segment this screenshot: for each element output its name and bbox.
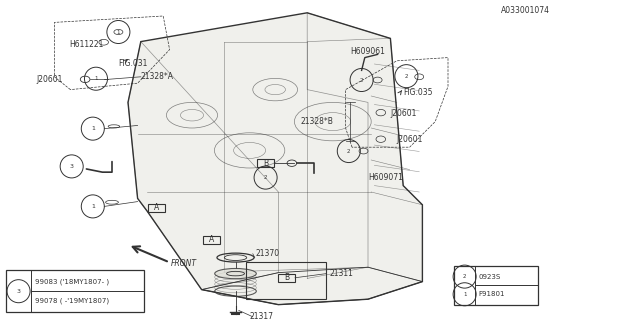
- Text: 21311: 21311: [330, 269, 353, 278]
- Bar: [278, 274, 295, 282]
- Text: 1: 1: [91, 204, 95, 209]
- Bar: [6, 270, 144, 312]
- Text: 3: 3: [70, 164, 74, 169]
- Text: J20601: J20601: [397, 135, 423, 144]
- Text: H611221: H611221: [69, 40, 104, 49]
- Bar: [148, 204, 165, 212]
- Bar: [203, 236, 220, 244]
- Text: 21328*A: 21328*A: [141, 72, 174, 81]
- Text: A: A: [209, 236, 214, 244]
- Text: 1: 1: [94, 76, 98, 81]
- Text: 2: 2: [360, 77, 364, 83]
- Text: 0923S: 0923S: [479, 274, 501, 280]
- Text: J20601: J20601: [36, 75, 63, 84]
- Text: FRONT: FRONT: [171, 260, 197, 268]
- Bar: [454, 266, 538, 305]
- Text: 21317: 21317: [250, 312, 274, 320]
- Text: FIG.031: FIG.031: [118, 60, 148, 68]
- Text: 2: 2: [404, 74, 408, 79]
- Text: A033001074: A033001074: [501, 6, 550, 15]
- Bar: [257, 159, 274, 167]
- Text: 3: 3: [17, 289, 20, 294]
- Text: A: A: [154, 204, 159, 212]
- Text: 1: 1: [116, 29, 120, 35]
- Text: 21328*B: 21328*B: [301, 117, 333, 126]
- Text: B: B: [263, 159, 268, 168]
- Text: B: B: [284, 273, 289, 282]
- Polygon shape: [128, 13, 422, 305]
- Text: 99083 ('18MY1807- ): 99083 ('18MY1807- ): [35, 278, 109, 285]
- Text: 2: 2: [347, 148, 351, 154]
- Text: 1: 1: [463, 292, 467, 297]
- Text: F91801: F91801: [479, 291, 505, 297]
- Text: 2: 2: [463, 274, 467, 279]
- Text: J20601: J20601: [390, 109, 417, 118]
- Text: FIG.035: FIG.035: [403, 88, 433, 97]
- Text: 2: 2: [264, 175, 268, 180]
- Text: H609061: H609061: [351, 47, 385, 56]
- Ellipse shape: [214, 268, 256, 279]
- Text: 21370: 21370: [256, 249, 280, 258]
- Text: 99078 ( -'19MY1807): 99078 ( -'19MY1807): [35, 298, 109, 304]
- Text: H609071: H609071: [368, 173, 403, 182]
- Text: 1: 1: [91, 126, 95, 131]
- Bar: [246, 262, 326, 299]
